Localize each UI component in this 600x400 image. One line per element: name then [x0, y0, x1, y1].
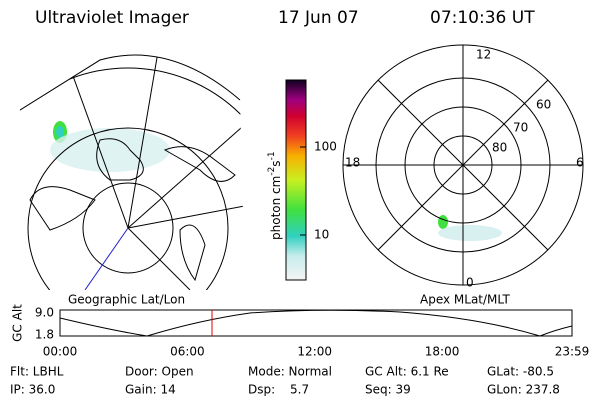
- mlt-label: 12: [476, 48, 491, 62]
- colorbar: [285, 79, 307, 281]
- polar-caption: Apex MLat/MLT: [420, 293, 510, 307]
- status-field: Door: Open: [125, 365, 194, 379]
- polar-map: [342, 44, 584, 286]
- time-tick: 06:00: [170, 345, 205, 359]
- status-field: Mode: Normal: [248, 365, 332, 379]
- status-field: IP: 36.0: [10, 383, 55, 397]
- mlat-label: 70: [513, 121, 528, 135]
- status-field: GC Alt: 6.1 Re: [365, 365, 449, 379]
- time: 07:10:36 UT: [430, 8, 535, 28]
- mlt-label: 0: [466, 276, 474, 290]
- time-tick: 23:59: [555, 345, 590, 359]
- altitude-tick: 1.8: [35, 328, 54, 342]
- colorbar-label: photon cm-2s-1: [267, 151, 283, 240]
- mlat-label: 60: [536, 98, 551, 112]
- status-field: Flt: LBHL: [10, 365, 64, 379]
- status-field: GLat: -80.5: [487, 365, 554, 379]
- time-tick: 18:00: [425, 345, 460, 359]
- instrument: Ultraviolet Imager: [35, 8, 189, 28]
- altitude-tick: 9.0: [35, 306, 54, 320]
- time-tick: 12:00: [297, 345, 332, 359]
- geo-caption: Geographic Lat/Lon: [68, 293, 185, 307]
- status-field: Dsp:: [248, 383, 275, 397]
- status-field: Seq: 39: [365, 383, 411, 397]
- altitude-curve: [59, 309, 573, 337]
- mlt-label: 18: [345, 156, 360, 170]
- mlat-label: 80: [492, 141, 507, 155]
- status-field: GLon: 237.8: [487, 383, 560, 397]
- status-field: Gain: 14: [125, 383, 176, 397]
- time-tick: 00:00: [43, 345, 78, 359]
- geo-border: [19, 54, 241, 111]
- altitude-frame: [59, 309, 573, 337]
- geo-map: [20, 55, 245, 290]
- colorbar-tick: 100: [314, 140, 337, 154]
- mlt-label: 6: [576, 156, 584, 170]
- status-field: 5.7: [290, 383, 309, 397]
- altitude-axis-label: GC Alt: [11, 304, 25, 342]
- date: 17 Jun 07: [278, 8, 359, 28]
- colorbar-tick: 10: [314, 228, 329, 242]
